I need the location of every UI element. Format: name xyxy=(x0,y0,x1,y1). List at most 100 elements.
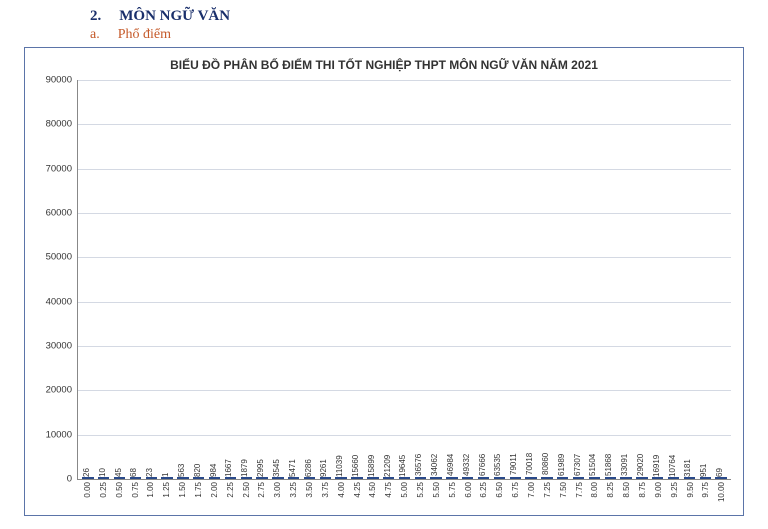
chart-bar-slot: 49332 xyxy=(460,477,476,479)
chart-bar xyxy=(462,477,473,479)
chart-bar-value: 951 xyxy=(699,464,708,477)
chart-bar xyxy=(193,477,204,479)
chart-bar xyxy=(525,477,536,479)
chart-xtick-label: 10.00 xyxy=(717,482,726,502)
chart-bar-slot: 15899 xyxy=(365,477,381,479)
chart-xtick-label: 1.50 xyxy=(178,482,187,498)
chart-bar-value: 1 xyxy=(161,473,170,477)
chart-xtick-slot: 7.00 xyxy=(523,480,539,514)
section-heading-number: 2. xyxy=(90,8,101,25)
chart-xtick-slot: 6.50 xyxy=(491,480,507,514)
chart-bar-value: 46984 xyxy=(446,454,455,476)
chart-bar xyxy=(541,477,552,479)
chart-xtick-label: 1.00 xyxy=(146,482,155,498)
chart-bar xyxy=(367,477,378,479)
chart-bar-slot: 951 xyxy=(697,477,713,479)
chart-bar-slot: 10764 xyxy=(666,477,682,479)
chart-bar xyxy=(320,477,331,479)
chart-bar-slot: 61989 xyxy=(555,477,571,479)
chart-bar-value: 3545 xyxy=(272,459,281,477)
chart-bar-value: 67307 xyxy=(573,453,582,475)
chart-xtick-slot: 9.25 xyxy=(666,480,682,514)
chart-bar xyxy=(335,477,346,479)
chart-bar-slot: 26 xyxy=(80,477,96,479)
chart-bar-slot: 33091 xyxy=(618,477,634,479)
chart-bar-slot: 45 xyxy=(112,477,128,479)
chart-bar-slot: 29020 xyxy=(634,477,650,479)
chart-xtick-label: 0.25 xyxy=(99,482,108,498)
chart-bar-value: 1667 xyxy=(224,459,233,477)
chart-xtick-label: 0.50 xyxy=(115,482,124,498)
chart-xtick-slot: 2.75 xyxy=(253,480,269,514)
chart-xtick-slot: 7.75 xyxy=(571,480,587,514)
chart-xtick-slot: 2.00 xyxy=(206,480,222,514)
chart-xtick-label: 1.75 xyxy=(194,482,203,498)
chart-bar-value: 563 xyxy=(177,464,186,477)
chart-xtick-label: 6.00 xyxy=(464,482,473,498)
chart-bar-value: 80860 xyxy=(541,453,550,475)
chart-bar xyxy=(304,477,315,479)
chart-xtick-label: 3.25 xyxy=(289,482,298,498)
chart-bar-slot: 984 xyxy=(207,477,223,479)
chart-bar-value: 63535 xyxy=(493,453,502,475)
chart-bar-value: 21209 xyxy=(383,454,392,476)
chart-plot: 2610456823156382098416671879299535455471… xyxy=(77,80,731,480)
chart-xtick-label: 9.75 xyxy=(701,482,710,498)
chart-bar-slot: 19645 xyxy=(397,477,413,479)
chart-bar-slot: 23 xyxy=(143,477,159,479)
chart-bar xyxy=(272,477,283,479)
chart-gridline xyxy=(78,346,731,347)
chart-bar xyxy=(430,477,441,479)
chart-xtick-slot: 5.50 xyxy=(428,480,444,514)
chart-xtick-label: 8.75 xyxy=(638,482,647,498)
chart-xtick-label: 4.00 xyxy=(337,482,346,498)
chart-bar-slot: 820 xyxy=(191,477,207,479)
chart-bar xyxy=(114,477,125,479)
chart-xtick-slot: 5.75 xyxy=(444,480,460,514)
chart-bar-slot: 51868 xyxy=(602,477,618,479)
chart-xtick-label: 7.75 xyxy=(575,482,584,498)
chart-xtick-label: 4.25 xyxy=(353,482,362,498)
chart-ytick-label: 0 xyxy=(67,474,72,485)
chart-bar-slot: 15660 xyxy=(349,477,365,479)
chart-bar xyxy=(478,477,489,479)
chart-xtick-label: 9.00 xyxy=(654,482,663,498)
chart-xtick-label: 5.25 xyxy=(416,482,425,498)
section-subheading-letter: a. xyxy=(90,27,100,43)
chart-bar-value: 61989 xyxy=(557,453,566,475)
chart-xtick-slot: 8.25 xyxy=(602,480,618,514)
chart-xtick-label: 5.75 xyxy=(448,482,457,498)
chart-xtick-label: 8.00 xyxy=(590,482,599,498)
chart-bar-slot: 16919 xyxy=(650,477,666,479)
chart-bar-value: 1879 xyxy=(240,459,249,477)
chart-xtick-slot: 4.75 xyxy=(380,480,396,514)
chart-xtick-slot: 4.50 xyxy=(364,480,380,514)
chart-bar-value: 45 xyxy=(114,468,123,477)
chart-gridline xyxy=(78,124,731,125)
chart-xtick-label: 7.00 xyxy=(527,482,536,498)
chart-bar-slot: 1667 xyxy=(222,477,238,479)
chart-bar xyxy=(446,477,457,479)
section-subheading-text: Phổ điểm xyxy=(118,27,171,43)
chart-ytick-label: 50000 xyxy=(46,252,72,263)
chart-xtick-slot: 0.25 xyxy=(95,480,111,514)
chart-gridline xyxy=(78,257,731,258)
chart-bar xyxy=(383,477,394,479)
chart-bar-value: 3181 xyxy=(683,459,692,477)
chart-xtick-slot: 3.00 xyxy=(269,480,285,514)
chart-bar-slot: 10 xyxy=(96,477,112,479)
chart-xtick-label: 7.25 xyxy=(543,482,552,498)
chart-bar xyxy=(700,477,711,479)
chart-xtick-slot: 7.50 xyxy=(555,480,571,514)
chart-xtick-label: 6.25 xyxy=(479,482,488,498)
chart-gridline xyxy=(78,435,731,436)
chart-xtick-label: 5.50 xyxy=(432,482,441,498)
chart-xtick-slot: 0.50 xyxy=(111,480,127,514)
chart-xtick-slot: 3.25 xyxy=(285,480,301,514)
chart-xtick-slot: 1.75 xyxy=(190,480,206,514)
chart-bar-value: 23 xyxy=(145,468,154,477)
chart-xtick-slot: 5.00 xyxy=(396,480,412,514)
chart-xtick-slot: 3.50 xyxy=(301,480,317,514)
chart-container: BIỂU ĐỒ PHÂN BỐ ĐIỂM THI TỐT NGHIỆP THPT… xyxy=(24,47,744,516)
chart-bar-value: 10 xyxy=(98,468,107,477)
